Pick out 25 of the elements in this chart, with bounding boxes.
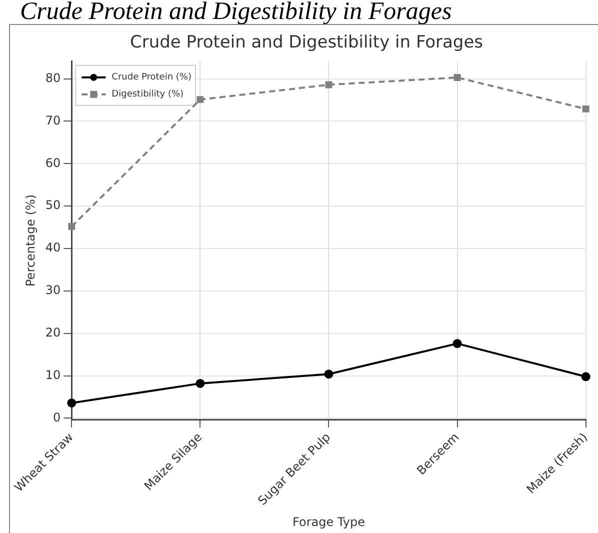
point [582,105,590,112]
y-tick-label: 40 [45,240,61,255]
point [67,398,76,408]
text: Crude Protein and Digestibility in Forages [19,0,453,25]
point [325,81,332,88]
x-axis-title: Forage Type [292,514,365,529]
point [68,222,76,230]
point [196,96,204,104]
point [454,74,461,81]
y-axis-title: Percentage (%) [23,194,38,286]
y-tick-label: 50 [45,198,61,212]
y-tick-label: 70 [45,113,61,128]
chart-title: Crude Protein and Digestibility in Forages [130,32,484,53]
y-tick-label: 10 [45,368,61,382]
y-tick-label: 80 [45,70,61,85]
y-tick-label: 20 [45,326,61,340]
legend-label: Crude Protein (%) [112,72,192,83]
y-tick-label: 30 [45,283,61,298]
legend-label: Digestibility (%) [112,90,184,100]
y-tick-label: 60 [45,156,61,170]
point [196,378,205,388]
point [324,370,334,379]
point [452,339,462,348]
point [581,372,590,382]
y-tick-label: 0 [53,410,61,424]
